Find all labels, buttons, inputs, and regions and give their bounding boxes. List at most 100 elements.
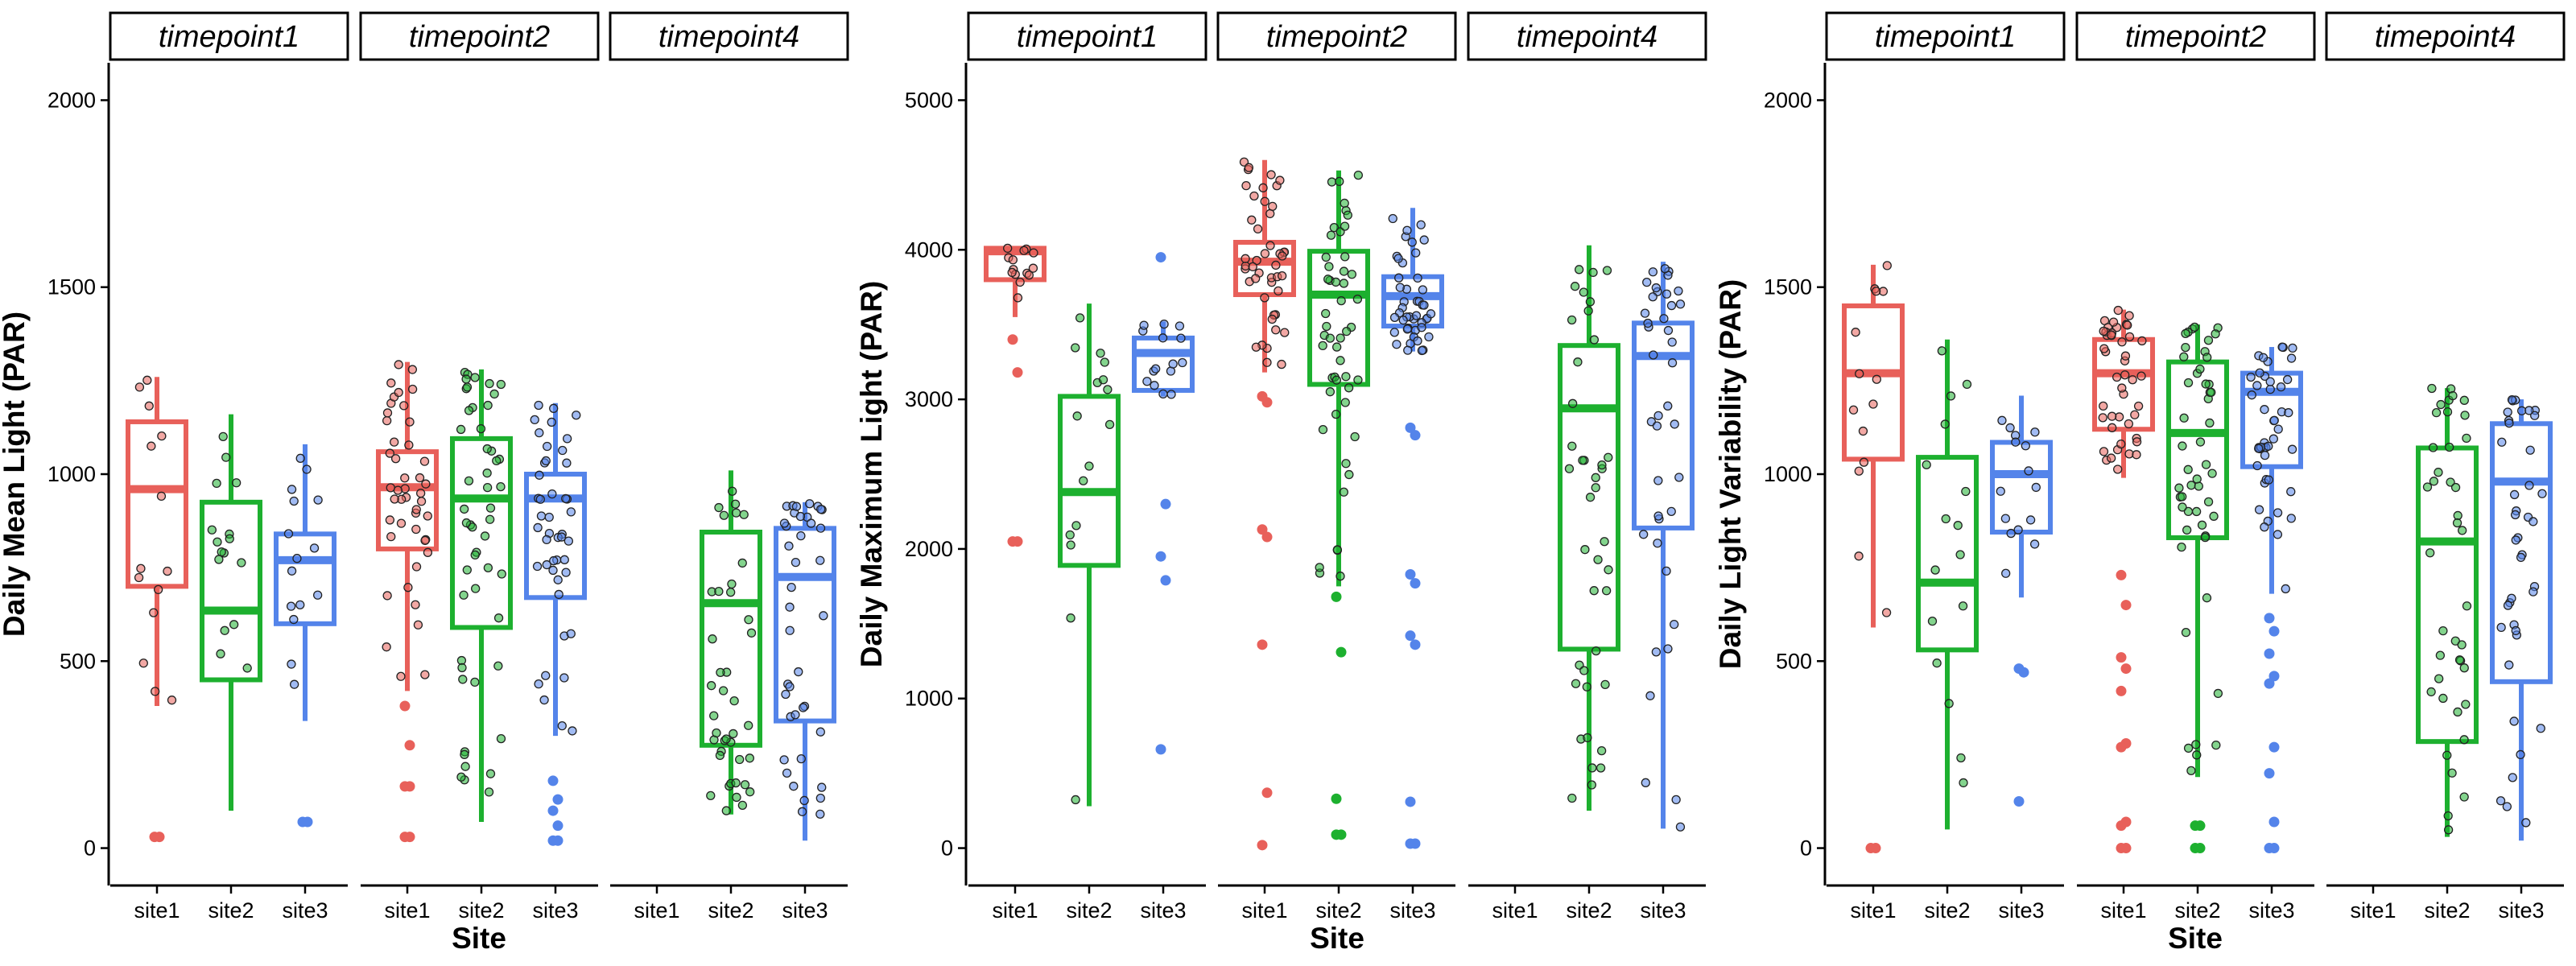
jitter-point (1248, 262, 1257, 272)
jitter-point (557, 721, 567, 731)
jitter-point (2254, 444, 2264, 453)
jitter-point (2286, 353, 2297, 363)
jitter-point (2205, 418, 2215, 428)
jitter-point (482, 482, 493, 493)
jitter-point (1277, 359, 1286, 369)
jitter-point (2186, 766, 2196, 776)
jitter-point (2434, 468, 2443, 477)
panel-3: 0 500 1000 1500 2000 Daily Light Variability … (1714, 11, 2566, 955)
jitter-point (1564, 464, 1575, 473)
outlier-point (404, 781, 415, 792)
jitter-point (1066, 613, 1075, 623)
jitter-point (2192, 474, 2202, 484)
jitter-point (1322, 321, 1331, 332)
jitter-point (2247, 390, 2256, 400)
jitter-point (2107, 330, 2116, 340)
outlier-point (1261, 531, 1273, 543)
jitter-point (566, 507, 576, 517)
jitter-point (2192, 750, 2202, 760)
jitter-point (2183, 464, 2193, 474)
jitter-point (718, 686, 729, 696)
jitter-point (789, 782, 799, 791)
jitter-point (225, 534, 234, 543)
jitter-point (2516, 749, 2525, 760)
jitter-point (289, 679, 299, 689)
jitter-point (2132, 450, 2141, 460)
outlier-point (1160, 575, 1171, 586)
jitter-point (2509, 716, 2519, 726)
jitter-point (2281, 584, 2290, 594)
jitter-point (572, 411, 581, 420)
facet-strip (109, 11, 349, 61)
jitter-point (1007, 267, 1017, 278)
jitter-point (1591, 473, 1600, 482)
box-iqr (2490, 421, 2553, 684)
jitter-point (1567, 315, 1577, 325)
jitter-point (1653, 476, 1663, 485)
jitter-point (2179, 413, 2189, 423)
jitter-point (2453, 510, 2462, 521)
outlier-point (2264, 613, 2275, 624)
jitter-point (167, 696, 177, 705)
jitter-point (485, 514, 495, 524)
box-iqr (1632, 320, 1695, 530)
outlier-point (1410, 639, 1421, 650)
jitter-point (1600, 679, 1610, 689)
jitter-point (2277, 342, 2287, 352)
jitter-point (421, 479, 431, 489)
outlier-point (2018, 667, 2029, 678)
jitter-point (1341, 372, 1351, 382)
jitter-point (1602, 266, 1612, 275)
jitter-point (461, 518, 472, 528)
jitter-point (2509, 489, 2520, 500)
jitter-point (1944, 699, 1954, 708)
jitter-point (2123, 320, 2132, 330)
jitter-point (482, 469, 492, 478)
jitter-point (2427, 383, 2437, 394)
jitter-point (799, 795, 809, 806)
jitter-point (2031, 482, 2041, 493)
jitter-point (2000, 514, 2011, 523)
jitter-point (1659, 314, 1669, 324)
jitter-point (794, 667, 803, 677)
jitter-point (386, 483, 395, 493)
jitter-point (1075, 313, 1085, 323)
jitter-point (313, 495, 323, 505)
jitter-point (562, 434, 572, 444)
jitter-point (1871, 287, 1881, 296)
y-tick-label: 500 (60, 649, 96, 673)
jitter-point (1591, 646, 1601, 656)
outlier-point (2268, 816, 2280, 828)
jitter-point (420, 535, 430, 546)
jitter-point (779, 518, 790, 528)
jitter-point (1159, 319, 1169, 329)
jitter-point (1332, 545, 1342, 555)
jitter-point (2252, 460, 2262, 471)
jitter-point (532, 561, 543, 572)
x-tick-label: site3 (282, 898, 328, 923)
jitter-point (1868, 399, 1878, 409)
jitter-point (416, 489, 426, 498)
outlier-point (2268, 843, 2280, 854)
x-tick-label: site1 (992, 898, 1038, 923)
jitter-point (2191, 740, 2201, 749)
jitter-point (1326, 230, 1336, 240)
jitter-point (1315, 563, 1324, 572)
jitter-point (2132, 437, 2142, 447)
jitter-point (460, 504, 469, 514)
jitter-point (2258, 353, 2268, 362)
jitter-point (2443, 825, 2454, 835)
jitter-point (1648, 292, 1657, 302)
y-tick-label: 2000 (47, 88, 96, 112)
jitter-point (2264, 441, 2273, 451)
jitter-point (411, 524, 421, 535)
outlier-point (1331, 793, 1342, 804)
jitter-point (1663, 325, 1674, 336)
jitter-point (2529, 587, 2538, 597)
box-site3 (2490, 395, 2553, 841)
y-tick-label: 2000 (905, 537, 953, 561)
jitter-point (411, 505, 421, 514)
jitter-point (1342, 326, 1352, 336)
x-tick-label: site2 (1924, 898, 1970, 923)
jitter-point (2434, 674, 2444, 683)
